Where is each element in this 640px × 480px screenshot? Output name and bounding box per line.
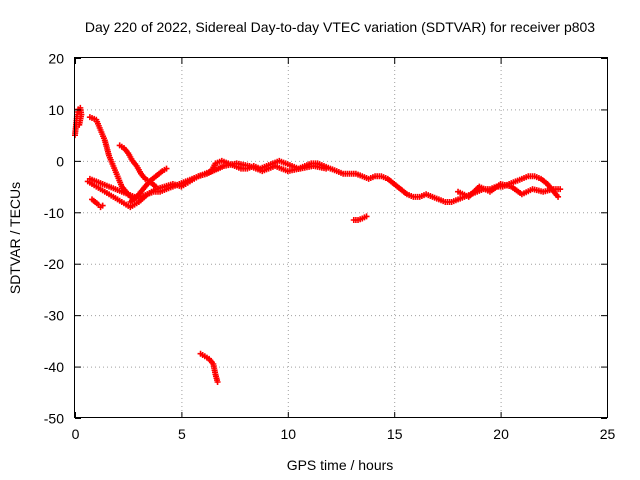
y-tick-label: 20 [48, 51, 64, 67]
chart-title: Day 220 of 2022, Sidereal Day-to-day VTE… [85, 19, 595, 35]
data-point [323, 165, 330, 172]
x-tick-label: 10 [281, 426, 297, 442]
x-tick-label: 20 [493, 426, 509, 442]
y-tick-label: -20 [44, 256, 64, 272]
y-tick-label: -40 [44, 359, 64, 375]
data-point [214, 379, 221, 385]
y-tick-label: -30 [44, 308, 64, 324]
y-tick-label: -50 [44, 411, 64, 427]
data-point [152, 183, 159, 190]
x-axis-label: GPS time / hours [287, 457, 394, 473]
data-point [557, 186, 564, 193]
data-point [99, 202, 106, 209]
y-tick-label: 10 [48, 102, 64, 118]
x-tick-label: 0 [72, 426, 80, 442]
ticks: 0 5 10 15 20 25 -50 -40 -30 -20 -10 0 10 20 [44, 51, 616, 443]
data-point [363, 213, 370, 220]
y-tick-label: 0 [56, 153, 64, 169]
data-point [163, 165, 170, 172]
plot-frame [74, 57, 608, 418]
data-point [555, 193, 562, 200]
y-tick-label: -10 [44, 205, 64, 221]
x-tick-label: 25 [600, 426, 616, 442]
grid [75, 58, 607, 418]
x-tick-label: 15 [387, 426, 403, 442]
y-axis-label: SDTVAR / TECUs [7, 182, 23, 294]
x-tick-label: 5 [178, 426, 186, 442]
data-points [72, 104, 564, 385]
data-point [76, 121, 83, 128]
